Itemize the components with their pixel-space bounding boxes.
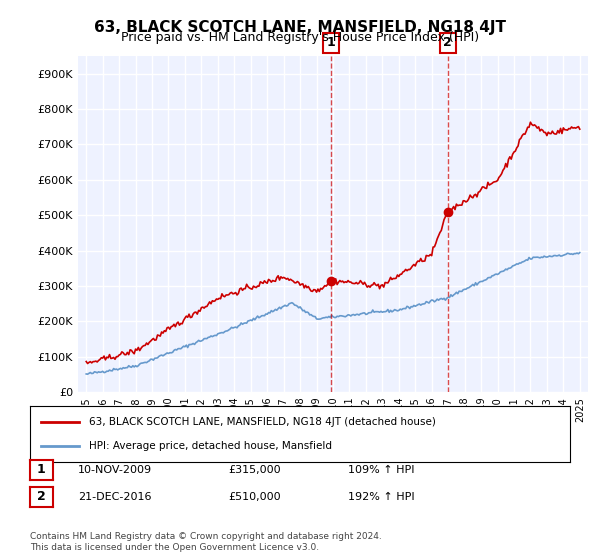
Text: 2: 2 [37,490,46,503]
Text: HPI: Average price, detached house, Mansfield: HPI: Average price, detached house, Mans… [89,441,332,451]
Text: 63, BLACK SCOTCH LANE, MANSFIELD, NG18 4JT (detached house): 63, BLACK SCOTCH LANE, MANSFIELD, NG18 4… [89,417,436,427]
Text: 192% ↑ HPI: 192% ↑ HPI [348,492,415,502]
Text: 1: 1 [37,463,46,477]
Text: £315,000: £315,000 [228,465,281,475]
Text: 10-NOV-2009: 10-NOV-2009 [78,465,152,475]
Text: 63, BLACK SCOTCH LANE, MANSFIELD, NG18 4JT: 63, BLACK SCOTCH LANE, MANSFIELD, NG18 4… [94,20,506,35]
Text: 21-DEC-2016: 21-DEC-2016 [78,492,151,502]
Text: 1: 1 [326,36,335,49]
Text: Price paid vs. HM Land Registry's House Price Index (HPI): Price paid vs. HM Land Registry's House … [121,31,479,44]
Text: 109% ↑ HPI: 109% ↑ HPI [348,465,415,475]
Text: Contains HM Land Registry data © Crown copyright and database right 2024.
This d: Contains HM Land Registry data © Crown c… [30,532,382,552]
Text: £510,000: £510,000 [228,492,281,502]
Text: 2: 2 [443,36,452,49]
